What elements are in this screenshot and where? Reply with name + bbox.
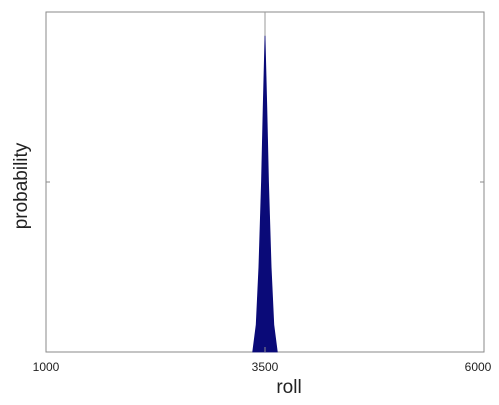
- x-tick-label: 1000: [33, 360, 60, 374]
- x-tick-labels: 1000 3500 6000: [33, 347, 492, 374]
- x-tick-label: 6000: [465, 360, 492, 374]
- y-axis-label: probability: [11, 142, 32, 229]
- x-tick-label: 3500: [252, 360, 279, 374]
- chart-marks: [252, 35, 278, 353]
- x-axis-label: roll: [276, 377, 301, 398]
- area-series: [252, 35, 278, 353]
